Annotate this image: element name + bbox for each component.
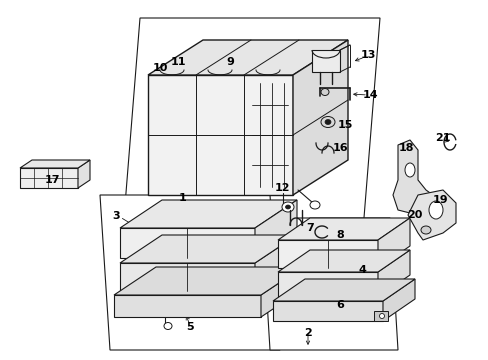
Text: 6: 6 [335, 300, 343, 310]
Text: 20: 20 [407, 210, 422, 220]
Ellipse shape [420, 226, 430, 234]
Polygon shape [407, 190, 455, 240]
Polygon shape [120, 263, 254, 291]
Polygon shape [254, 200, 296, 258]
Polygon shape [120, 200, 296, 228]
Text: 10: 10 [152, 63, 167, 73]
Text: 15: 15 [337, 120, 352, 130]
Polygon shape [254, 235, 296, 291]
Text: 18: 18 [397, 143, 413, 153]
Text: 16: 16 [331, 143, 347, 153]
Text: 17: 17 [44, 175, 60, 185]
Polygon shape [100, 195, 280, 350]
Polygon shape [278, 240, 377, 268]
Polygon shape [377, 218, 409, 268]
Text: 13: 13 [360, 50, 375, 60]
Text: 1: 1 [179, 193, 186, 203]
Polygon shape [20, 168, 78, 188]
Ellipse shape [320, 117, 334, 127]
Polygon shape [272, 279, 414, 301]
Polygon shape [292, 40, 347, 195]
Polygon shape [278, 250, 409, 272]
Text: 5: 5 [186, 322, 193, 332]
Text: 14: 14 [362, 90, 377, 100]
Polygon shape [20, 160, 90, 168]
Ellipse shape [163, 323, 172, 329]
Ellipse shape [325, 120, 330, 125]
Polygon shape [148, 75, 292, 195]
Ellipse shape [309, 201, 319, 209]
Polygon shape [114, 267, 303, 295]
Text: 7: 7 [305, 223, 313, 233]
Text: 3: 3 [112, 211, 120, 221]
Polygon shape [278, 272, 377, 297]
Ellipse shape [379, 314, 384, 319]
Text: 12: 12 [274, 183, 289, 193]
Polygon shape [262, 218, 397, 350]
Polygon shape [278, 218, 409, 240]
Text: 21: 21 [434, 133, 450, 143]
Polygon shape [114, 295, 261, 317]
Polygon shape [120, 235, 296, 263]
Text: 8: 8 [335, 230, 343, 240]
Polygon shape [272, 301, 382, 321]
Text: 4: 4 [357, 265, 365, 275]
Text: 11: 11 [170, 57, 185, 67]
Polygon shape [382, 279, 414, 321]
Polygon shape [148, 40, 347, 75]
Polygon shape [78, 160, 90, 188]
Ellipse shape [285, 205, 290, 209]
Polygon shape [392, 140, 432, 215]
Text: 19: 19 [431, 195, 447, 205]
Ellipse shape [320, 89, 328, 95]
Text: 2: 2 [304, 328, 311, 338]
Polygon shape [311, 50, 339, 72]
Ellipse shape [428, 201, 442, 219]
Bar [373, 311, 387, 321]
Ellipse shape [404, 163, 414, 177]
Polygon shape [120, 228, 254, 258]
Ellipse shape [282, 202, 293, 212]
Text: 9: 9 [225, 57, 233, 67]
Polygon shape [377, 250, 409, 297]
Polygon shape [261, 267, 303, 317]
Polygon shape [115, 18, 379, 330]
